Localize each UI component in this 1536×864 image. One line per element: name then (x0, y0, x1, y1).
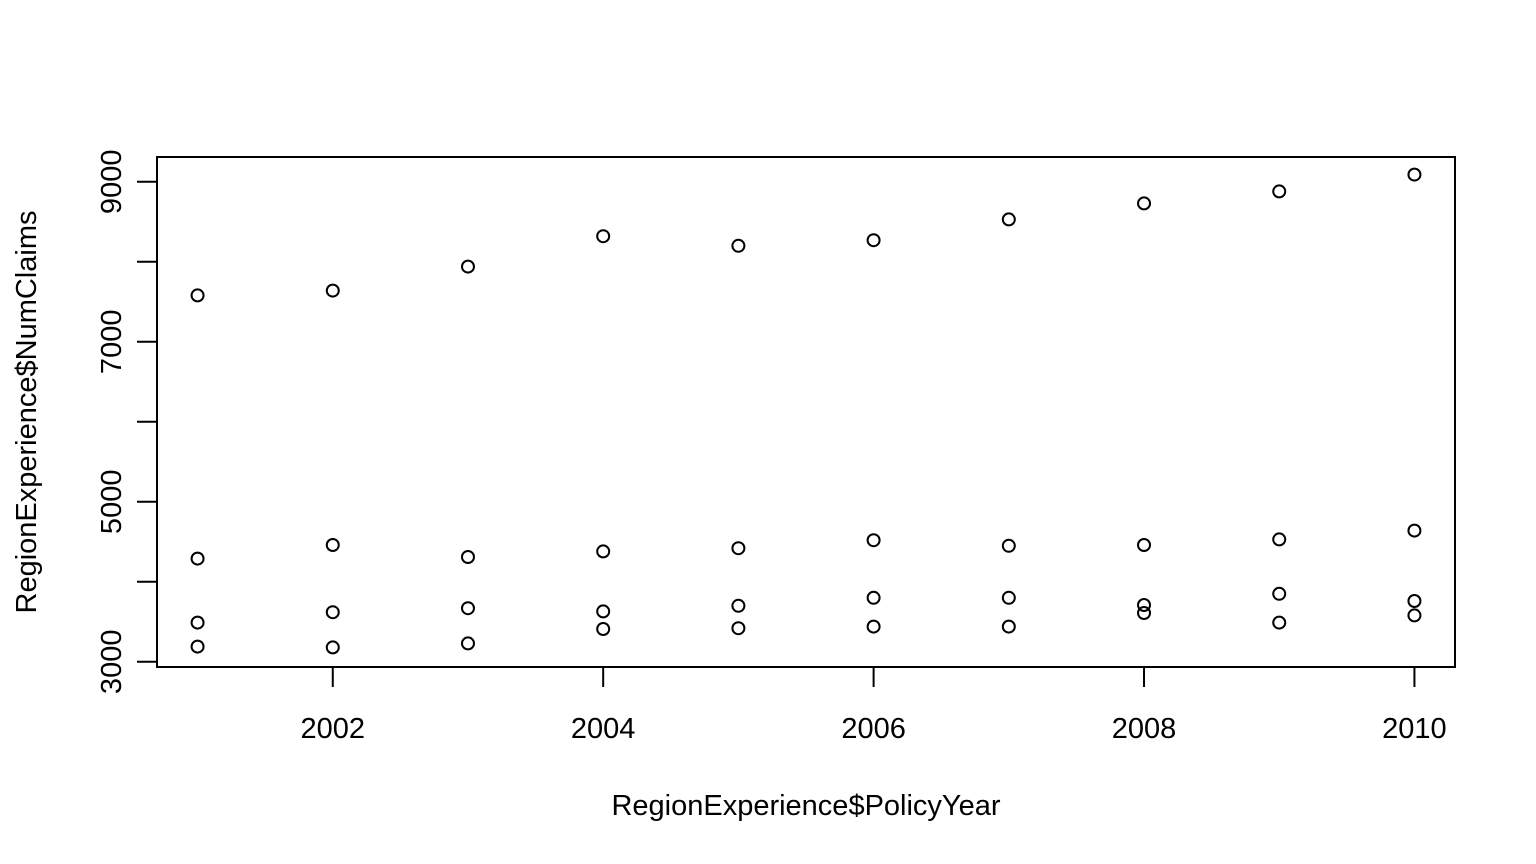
data-point (1272, 586, 1287, 601)
data-point (1137, 598, 1152, 612)
data-point (866, 533, 881, 548)
x-tick-label: 2010 (1382, 713, 1447, 745)
data-point (1137, 606, 1152, 620)
x-tick-label: 2006 (841, 713, 906, 745)
data-point (1137, 538, 1152, 552)
data-point (1272, 615, 1287, 630)
data-point (731, 541, 746, 556)
x-axis: 2002 2004 2006 2008 2010 (301, 666, 1447, 745)
data-point (1001, 538, 1016, 553)
y-tick-label: 7000 (96, 310, 128, 375)
x-tick-label: 2008 (1112, 713, 1177, 745)
y-tick-label: 3000 (96, 630, 128, 695)
data-point (190, 639, 205, 654)
data-point (596, 622, 611, 636)
y-axis: 3000 5000 7000 9000 (96, 150, 158, 695)
data-point (731, 238, 746, 253)
data-point (866, 590, 881, 605)
data-point (325, 605, 340, 620)
data-point (596, 544, 611, 559)
data-point (731, 621, 746, 636)
data-point (460, 636, 475, 651)
data-point (325, 640, 340, 655)
y-tick-label: 5000 (96, 470, 128, 535)
data-point (731, 598, 746, 613)
data-point (190, 551, 205, 566)
x-tick-label: 2002 (301, 713, 366, 745)
data-point (460, 259, 475, 274)
data-point (1407, 594, 1422, 608)
data-point (325, 283, 340, 298)
x-axis-title: RegionExperience$PolicyYear (611, 790, 1000, 822)
data-point (596, 229, 611, 244)
data-point (460, 601, 475, 616)
data-point (1001, 619, 1016, 634)
data-point (1272, 184, 1287, 199)
plot-frame (156, 156, 1456, 668)
data-point (1137, 196, 1152, 211)
data-points (190, 167, 1422, 655)
data-point (1407, 608, 1422, 623)
data-point (460, 550, 475, 564)
data-point (1001, 212, 1016, 227)
data-point (190, 615, 205, 630)
data-point (190, 288, 205, 303)
data-point (1407, 167, 1422, 182)
x-tick-label: 2004 (571, 713, 636, 745)
data-point (866, 619, 881, 634)
data-point (325, 538, 340, 552)
y-tick-label: 9000 (96, 150, 128, 215)
data-point (1001, 590, 1016, 605)
data-point (866, 233, 881, 248)
data-point (1272, 532, 1287, 547)
data-point (596, 604, 611, 619)
data-point (1407, 523, 1422, 538)
y-axis-title: RegionExperience$NumClaims (11, 211, 43, 614)
